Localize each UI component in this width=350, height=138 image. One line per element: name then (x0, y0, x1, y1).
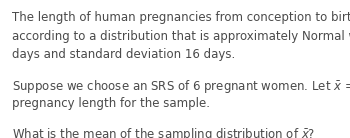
Text: Suppose we choose an SRS of 6 pregnant women. Let $\bar{x}$ = the mean: Suppose we choose an SRS of 6 pregnant w… (12, 78, 350, 95)
Text: pregnancy length for the sample.: pregnancy length for the sample. (12, 97, 210, 110)
Text: What is the mean of the sampling distribution of $\bar{x}$?: What is the mean of the sampling distrib… (12, 126, 315, 138)
Text: according to a distribution that is approximately Normal with a mean 266: according to a distribution that is appr… (12, 30, 350, 43)
Text: The length of human pregnancies from conception to birth varies: The length of human pregnancies from con… (12, 11, 350, 24)
Text: days and standard deviation 16 days.: days and standard deviation 16 days. (12, 48, 235, 61)
